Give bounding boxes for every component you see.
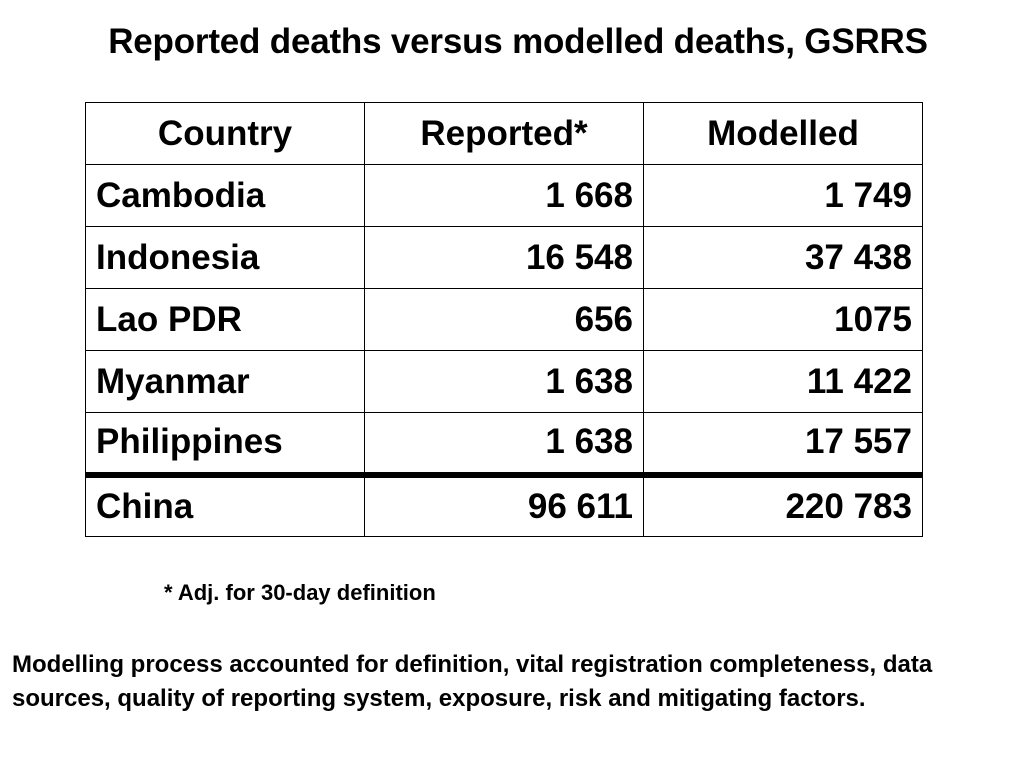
modelled-cell: 220 783 xyxy=(643,471,923,537)
table-row: Indonesia 16 548 37 438 xyxy=(85,226,923,289)
column-header-reported: Reported* xyxy=(364,102,644,165)
table-header-row: Country Reported* Modelled xyxy=(85,102,923,165)
country-cell: Cambodia xyxy=(85,164,365,227)
country-cell: China xyxy=(85,471,365,537)
table-row: Lao PDR 656 1075 xyxy=(85,288,923,351)
table-row: Cambodia 1 668 1 749 xyxy=(85,164,923,227)
modelled-cell: 37 438 xyxy=(643,226,923,289)
country-cell: Philippines xyxy=(85,412,365,475)
table-row-total: China 96 611 220 783 xyxy=(85,471,923,537)
reported-cell: 1 668 xyxy=(364,164,644,227)
table-row: Myanmar 1 638 11 422 xyxy=(85,350,923,413)
country-cell: Myanmar xyxy=(85,350,365,413)
modelled-cell: 17 557 xyxy=(643,412,923,475)
reported-cell: 1 638 xyxy=(364,350,644,413)
methodology-note: Modelling process accounted for definiti… xyxy=(12,651,933,712)
deaths-table: Country Reported* Modelled Cambodia 1 66… xyxy=(85,102,923,537)
reported-cell: 96 611 xyxy=(364,471,644,537)
reported-cell: 16 548 xyxy=(364,226,644,289)
country-cell: Indonesia xyxy=(85,226,365,289)
reported-cell: 1 638 xyxy=(364,412,644,475)
column-header-country: Country xyxy=(85,102,365,165)
column-header-modelled: Modelled xyxy=(643,102,923,165)
page-title: Reported deaths versus modelled deaths, … xyxy=(108,22,928,61)
footnote: * Adj. for 30-day definition xyxy=(164,580,436,605)
modelled-cell: 11 422 xyxy=(643,350,923,413)
modelled-cell: 1 749 xyxy=(643,164,923,227)
modelled-cell: 1075 xyxy=(643,288,923,351)
reported-cell: 656 xyxy=(364,288,644,351)
table-row: Philippines 1 638 17 557 xyxy=(85,412,923,475)
country-cell: Lao PDR xyxy=(85,288,365,351)
